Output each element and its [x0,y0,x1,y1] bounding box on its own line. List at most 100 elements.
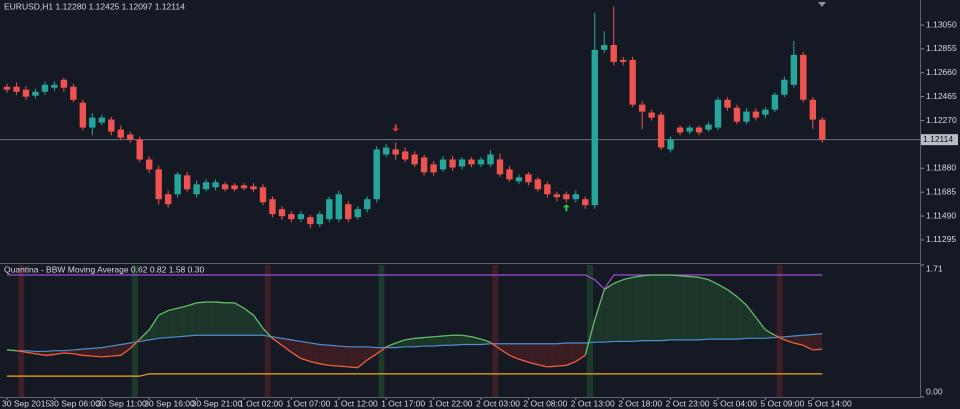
bbw-line [784,339,795,344]
bbw-line [727,289,738,298]
bbw-line [443,334,453,337]
area-fill [575,342,586,362]
candle-body [117,129,124,138]
bbw-line [461,334,472,338]
bbw-line [774,334,785,341]
area-fill [537,343,548,367]
x-tick-label: 2 Oct 13:00 [571,398,615,408]
crossover-band [131,265,138,397]
bbw-line [101,355,112,358]
candle-body [364,199,371,210]
candle-body [288,214,295,220]
area-fill [253,315,263,336]
y-tick-label: 1.71 [926,263,943,273]
area-fill [329,345,339,367]
candle-body [496,159,504,175]
bbw-line [139,329,150,340]
bbw-line [680,275,690,278]
area-fill [310,342,320,364]
crossover-band [264,265,271,397]
bbw-line [803,344,814,351]
area-fill [338,346,349,367]
y-tick-label: 1.11880 [926,163,956,173]
area-fill [623,277,633,342]
candle-body [297,214,305,220]
bbw-line [490,341,501,350]
candle-body [354,209,361,218]
bbw-line [509,354,520,360]
bbw-line [603,282,615,291]
bbw-line [405,337,415,341]
candle-body [620,59,627,62]
bbw-line [300,357,311,363]
area-fill [300,341,311,362]
area-fill [556,342,567,367]
candle-body [515,177,523,182]
signal-arrow [562,204,570,212]
bbw-line [357,359,368,369]
crossover-band [587,265,594,397]
candle-body [525,174,532,183]
candle-body [146,159,153,170]
y-tick-label: 1.12855 [926,43,957,53]
candle-body [657,114,665,148]
candle-body [136,139,143,160]
area-fill [319,344,330,366]
candle-body [89,117,96,128]
candle-body [202,182,210,190]
candle-body [127,134,134,140]
bbw-line [689,275,700,278]
area-fill [82,348,93,357]
candle-body [411,154,418,165]
area-fill [405,338,415,347]
bbw-line [338,365,349,368]
bbw-line [594,289,605,321]
area-fill [414,337,425,347]
area-fill [452,335,463,346]
candle-body [278,209,286,217]
crossover-band [776,265,783,397]
x-tick-label: 5 Oct 14:00 [808,398,852,408]
x-tick-label: 30 Sep 2015 [2,398,50,408]
area-fill [462,335,472,345]
candle-body [345,204,352,220]
area-fill [367,346,377,360]
x-tick-label: 5 Oct 09:00 [760,398,804,408]
bbw-line [6,349,17,352]
candle-body [819,119,826,140]
candle-body [79,102,87,128]
bbw-line [632,275,643,278]
candle-body [629,59,636,105]
y-tick-label: 1.12465 [926,91,957,101]
indicator-panel [6,274,823,377]
bbw-line [252,314,264,329]
candle-body [41,84,49,92]
candle-body [771,94,779,110]
candle-body [582,199,589,206]
area-fill [433,336,444,347]
area-fill [196,302,207,336]
chart-title: EURUSD,H1 1.12280 1.12425 1.12097 1.1211… [4,1,185,11]
bbw-line [366,353,378,361]
x-tick-label: 30 Sep 06:00 [49,398,100,408]
bbw-line [168,307,178,312]
x-tick-label: 1 Oct 12:00 [334,398,378,408]
y-tick-label: 1.13050 [926,19,957,29]
area-fill [149,315,159,340]
candle-body [676,127,684,133]
y-tick-label: 1.11685 [926,186,956,196]
candle-body [70,86,77,100]
bbw-line [518,358,529,363]
area-fill [499,343,510,356]
candle-body [477,159,485,165]
bbw-line [499,348,510,356]
candle-body [307,217,314,225]
crossover-band [378,265,385,397]
area-fill [727,289,737,340]
bbw-line [613,279,624,285]
bbw-line [92,355,102,358]
candle-body [733,107,741,122]
signal-arrow [392,124,400,132]
candle-body [714,99,722,128]
area-fill [225,302,235,336]
